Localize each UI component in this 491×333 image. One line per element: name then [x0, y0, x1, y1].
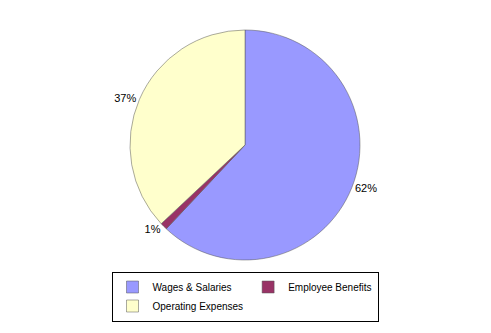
svg-text:1%: 1% [145, 223, 161, 235]
svg-text:Wages & Salaries: Wages & Salaries [153, 282, 232, 293]
svg-text:62%: 62% [355, 182, 377, 194]
svg-text:37%: 37% [114, 92, 136, 104]
svg-text:Employee Benefits: Employee Benefits [288, 282, 371, 293]
svg-text:Operating Expenses: Operating Expenses [153, 301, 244, 312]
